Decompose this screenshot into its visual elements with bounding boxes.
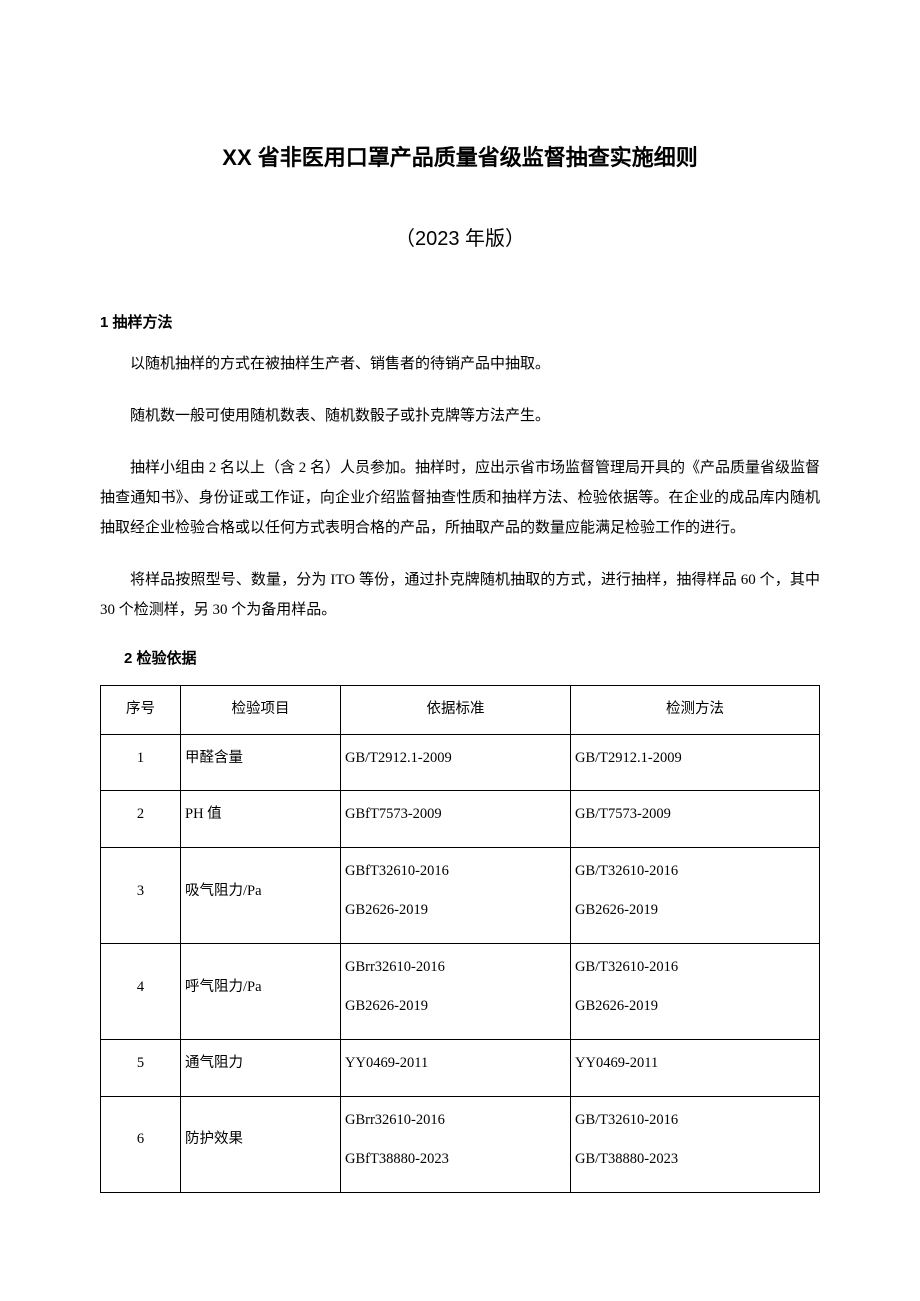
cell-method: GB/T32610-2016 GB2626-2019 [571, 943, 820, 1039]
standard-line: YY0469-2011 [345, 1050, 564, 1078]
cell-seq: 4 [101, 943, 181, 1039]
section2-heading: 2 检验依据 [124, 647, 820, 671]
method-line: GB/T38880-2023 [575, 1146, 813, 1174]
doc-subtitle: （2023 年版） [100, 223, 820, 255]
table-row: 3吸气阻力/PaGBfT32610-2016GB2626-2019GB/T326… [101, 847, 820, 943]
method-line: GB2626-2019 [575, 993, 813, 1021]
cell-standard: GBfT7573-2009 [341, 791, 571, 848]
cell-item: 防护效果 [181, 1096, 341, 1192]
cell-standard: GBfT32610-2016 GB2626-2019 [341, 847, 571, 943]
section1-p1: 以随机抽样的方式在被抽样生产者、销售者的待销产品中抽取。 [100, 349, 820, 379]
inspection-table: 序号 检验项目 依据标准 检测方法 1甲醛含量GB/T2912.1-2009GB… [100, 685, 820, 1192]
th-standard: 依据标准 [341, 686, 571, 735]
table-row: 1甲醛含量GB/T2912.1-2009GB/T2912.1-2009 [101, 734, 820, 791]
method-line: GB/T7573-2009 [575, 801, 813, 829]
cell-method: GB/T32610-2016 GB/T38880-2023 [571, 1096, 820, 1192]
table-row: 5通气阻力YY0469-2011YY0469-2011 [101, 1040, 820, 1097]
cell-item: 吸气阻力/Pa [181, 847, 341, 943]
cell-item: 呼气阻力/Pa [181, 943, 341, 1039]
section1-p2: 随机数一般可使用随机数表、随机数骰子或扑克牌等方法产生。 [100, 401, 820, 431]
method-line: GB/T32610-2016 [575, 954, 813, 982]
cell-seq: 1 [101, 734, 181, 791]
table-header-row: 序号 检验项目 依据标准 检测方法 [101, 686, 820, 735]
cell-seq: 2 [101, 791, 181, 848]
cell-method: GB/T32610-2016 GB2626-2019 [571, 847, 820, 943]
section1-p3: 抽样小组由 2 名以上（含 2 名）人员参加。抽样时，应出示省市场监督管理局开具… [100, 453, 820, 543]
standard-line: GBfT32610-2016 [345, 858, 564, 886]
standard-line: GB2626-2019 [345, 993, 564, 1021]
standard-line: GB2626-2019 [345, 897, 564, 925]
th-seq: 序号 [101, 686, 181, 735]
table-row: 4呼气阻力/PaGBrr32610-2016GB2626-2019GB/T326… [101, 943, 820, 1039]
cell-method: GB/T7573-2009 [571, 791, 820, 848]
cell-item: PH 值 [181, 791, 341, 848]
cell-seq: 3 [101, 847, 181, 943]
cell-seq: 6 [101, 1096, 181, 1192]
standard-line: GB/T2912.1-2009 [345, 745, 564, 773]
standard-line: GBfT38880-2023 [345, 1146, 564, 1174]
standard-line: GBrr32610-2016 [345, 954, 564, 982]
table-row: 2PH 值GBfT7573-2009 GB/T7573-2009 [101, 791, 820, 848]
cell-method: YY0469-2011 [571, 1040, 820, 1097]
cell-method: GB/T2912.1-2009 [571, 734, 820, 791]
cell-standard: GB/T2912.1-2009 [341, 734, 571, 791]
th-method: 检测方法 [571, 686, 820, 735]
section1-heading: 1 抽样方法 [100, 311, 820, 335]
method-line: GB/T2912.1-2009 [575, 745, 813, 773]
cell-seq: 5 [101, 1040, 181, 1097]
cell-item: 甲醛含量 [181, 734, 341, 791]
standard-line: GBrr32610-2016 [345, 1107, 564, 1135]
method-line: GB/T32610-2016 [575, 858, 813, 886]
cell-standard: GBrr32610-2016 GBfT38880-2023 [341, 1096, 571, 1192]
method-line: GB2626-2019 [575, 897, 813, 925]
table-row: 6防护效果GBrr32610-2016GBfT38880-2023GB/T326… [101, 1096, 820, 1192]
doc-title: XX 省非医用口罩产品质量省级监督抽查实施细则 [100, 140, 820, 175]
method-line: YY0469-2011 [575, 1050, 813, 1078]
cell-item: 通气阻力 [181, 1040, 341, 1097]
section1-p4: 将样品按照型号、数量，分为 ITO 等份，通过扑克牌随机抽取的方式，进行抽样，抽… [100, 565, 820, 625]
standard-line: GBfT7573-2009 [345, 801, 564, 829]
cell-standard: GBrr32610-2016 GB2626-2019 [341, 943, 571, 1039]
cell-standard: YY0469-2011 [341, 1040, 571, 1097]
th-item: 检验项目 [181, 686, 341, 735]
method-line: GB/T32610-2016 [575, 1107, 813, 1135]
